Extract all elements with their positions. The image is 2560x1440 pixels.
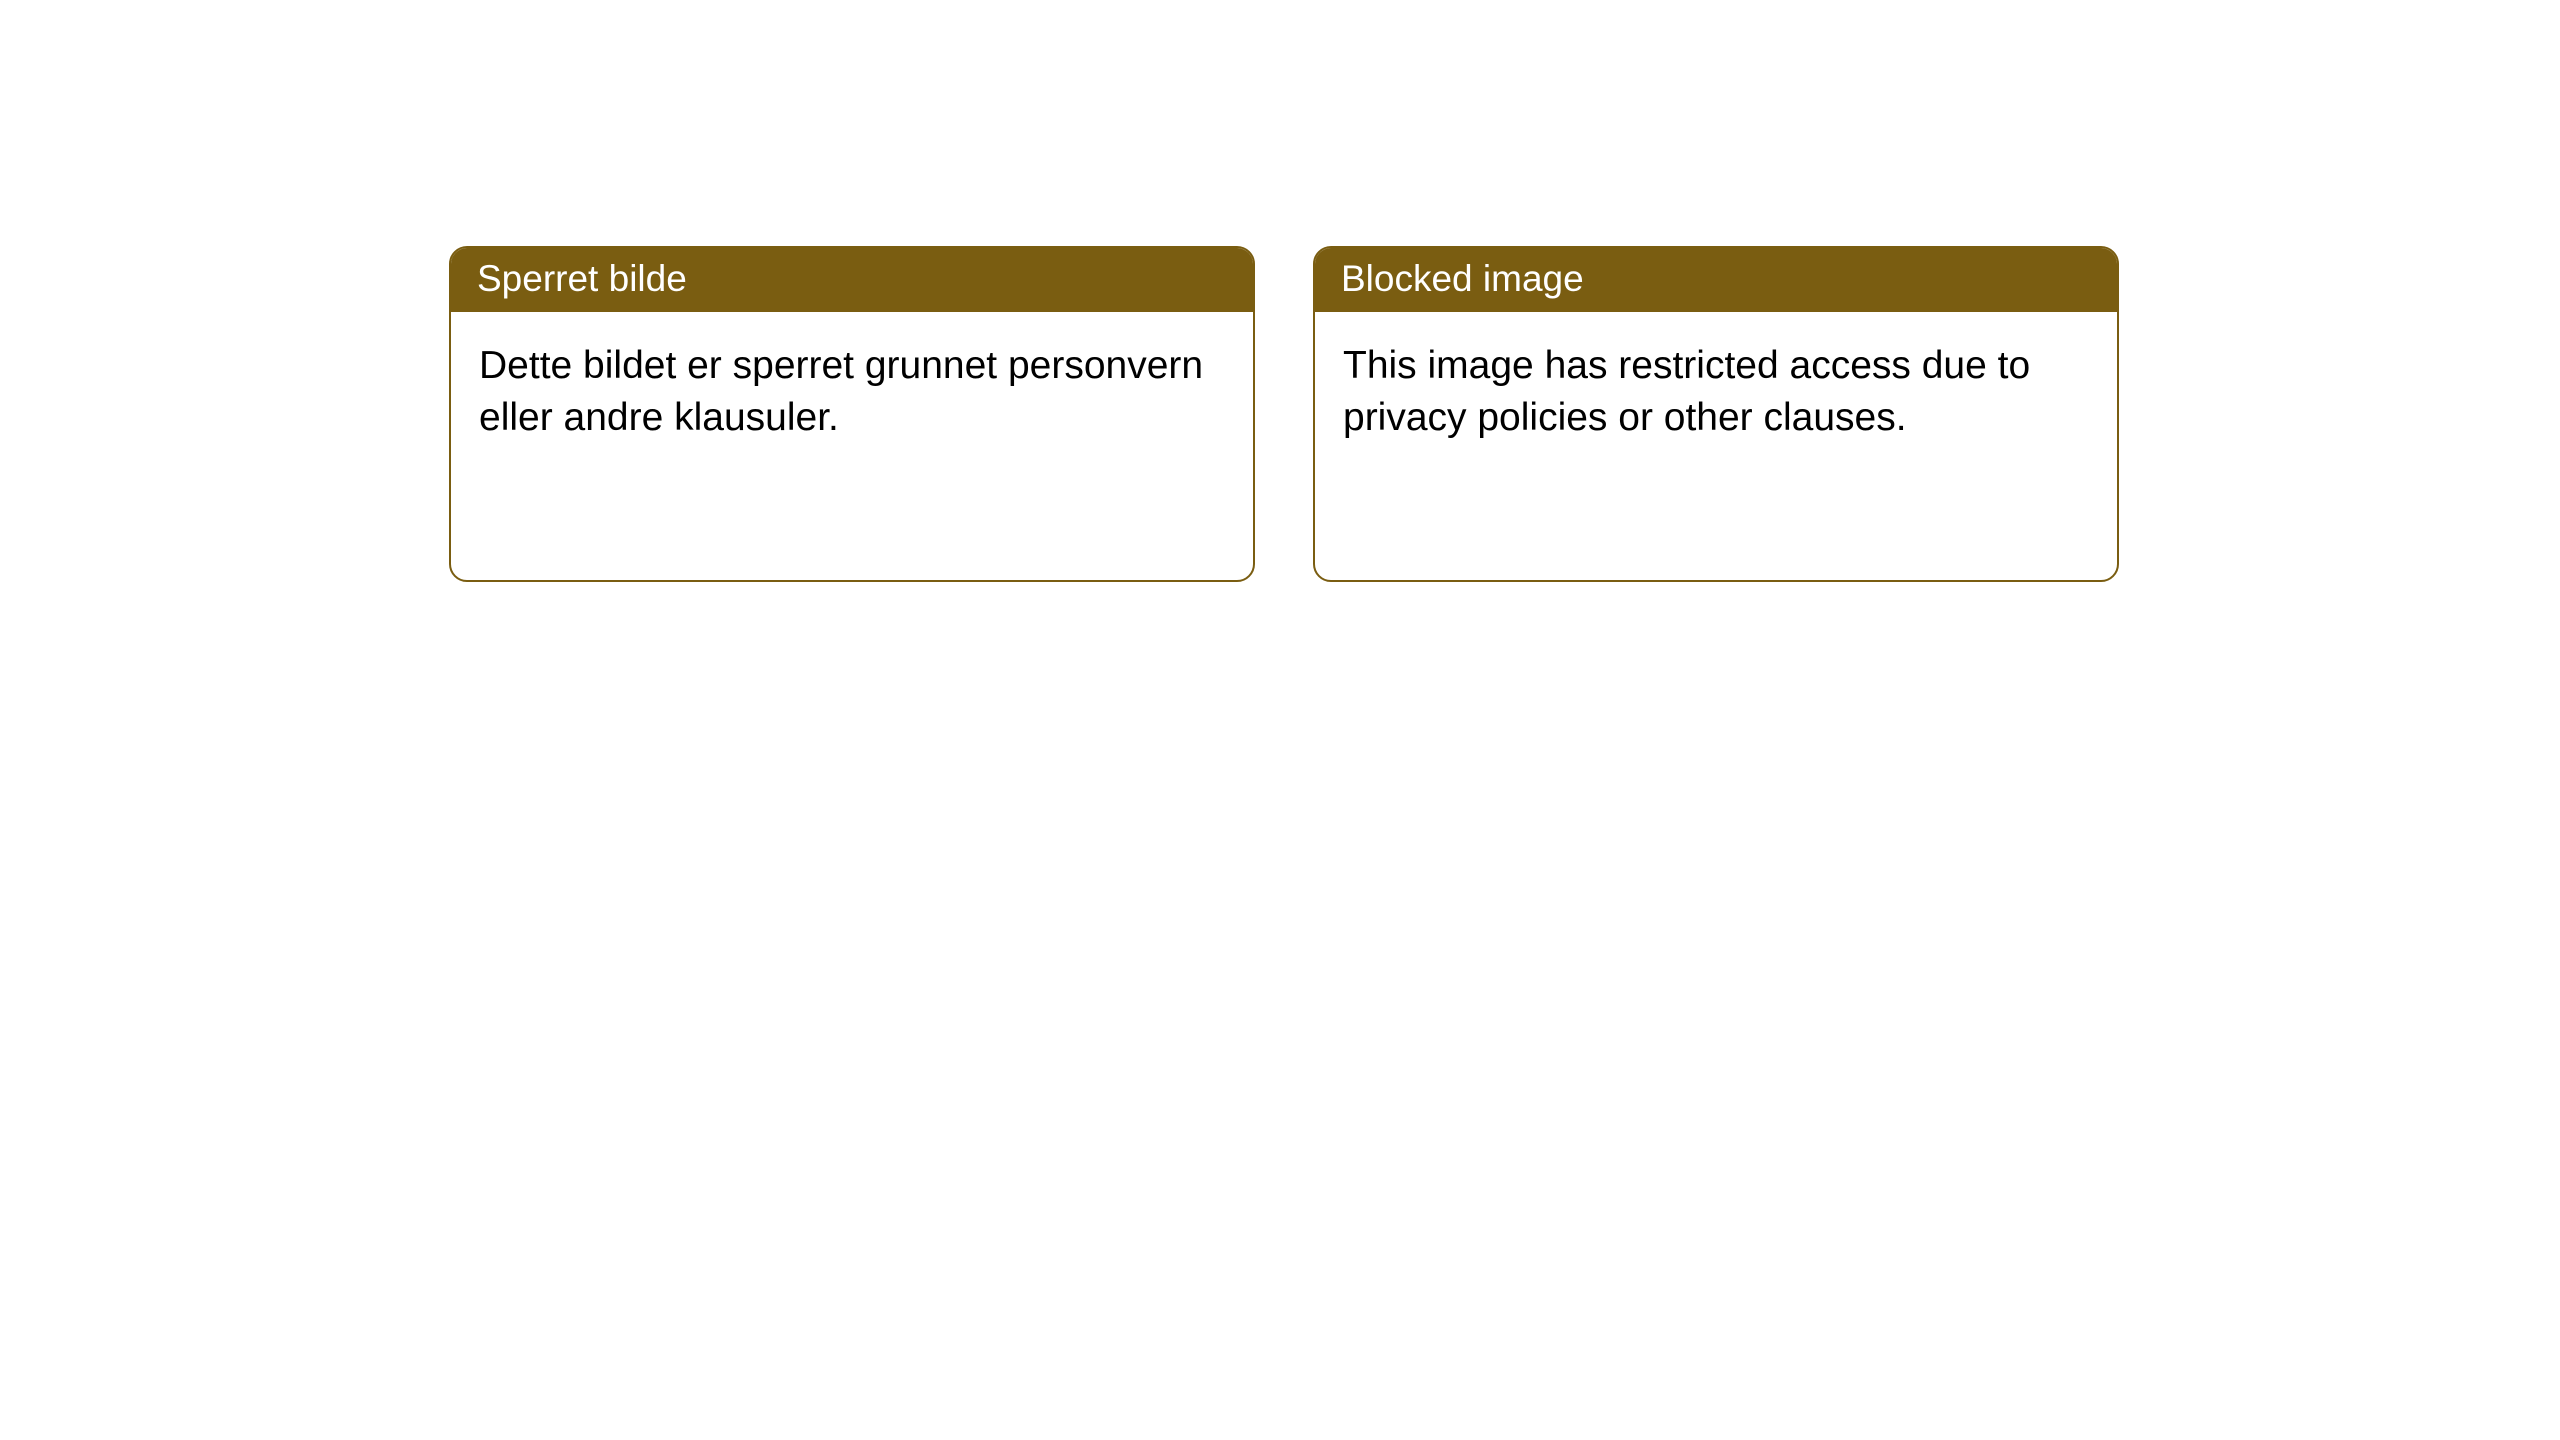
notice-card-en: Blocked image This image has restricted … — [1313, 246, 2119, 582]
card-body-no: Dette bildet er sperret grunnet personve… — [451, 312, 1253, 473]
card-header-no: Sperret bilde — [451, 248, 1253, 312]
notice-card-no: Sperret bilde Dette bildet er sperret gr… — [449, 246, 1255, 582]
card-body-en: This image has restricted access due to … — [1315, 312, 2117, 473]
notice-container: Sperret bilde Dette bildet er sperret gr… — [449, 246, 2119, 582]
card-header-en: Blocked image — [1315, 248, 2117, 312]
